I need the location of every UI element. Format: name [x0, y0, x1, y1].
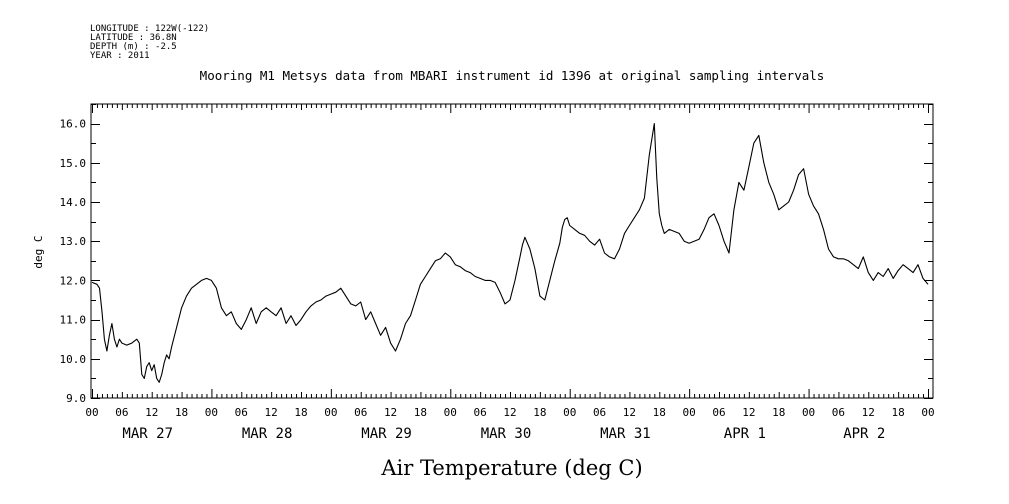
day-label: MAR 31: [600, 426, 651, 442]
x-tick-label: 18: [653, 406, 666, 419]
plot-frame: [90, 103, 934, 399]
x-tick-label: 00: [921, 406, 934, 419]
y-tick-label: 9.0: [66, 392, 86, 405]
day-label: MAR 27: [122, 426, 173, 442]
x-tick-label: 12: [623, 406, 636, 419]
day-label: MAR 30: [481, 426, 532, 442]
x-tick-label: 12: [862, 406, 875, 419]
y-axis-label: deg C: [32, 235, 45, 268]
x-tick-label: 18: [533, 406, 546, 419]
x-tick-label: 00: [444, 406, 457, 419]
day-label: MAR 28: [242, 426, 293, 442]
x-tick-label: 06: [593, 406, 606, 419]
y-tick-label: 13.0: [60, 235, 87, 248]
x-tick-label: 18: [414, 406, 427, 419]
meta-depth: DEPTH (m) : -2.5: [90, 42, 177, 52]
x-axis-label: Air Temperature (deg C): [380, 456, 642, 480]
day-label: MAR 29: [361, 426, 412, 442]
x-tick-labels: 00 06 12 18 00 06 12 18 00 06 12 18 00 06 12 18 00 06 12 18…: [85, 406, 934, 419]
x-tick-label: 12: [145, 406, 158, 419]
y-tick-labels: 9.0 10.0 11.0 12.0 13.0 14.0 15.0 16.0: [60, 118, 87, 405]
y-tick-label: 14.0: [60, 196, 87, 209]
day-labels: MAR 27 MAR 28 MAR 29 MAR 30 MAR 31 APR 1 APR 2: [122, 426, 885, 442]
x-tick-label: 06: [354, 406, 367, 419]
x-tick-label: 18: [892, 406, 905, 419]
y-tick-label: 10.0: [60, 353, 87, 366]
x-tick-label: 06: [235, 406, 248, 419]
y-tick-label: 16.0: [60, 118, 87, 131]
x-tick-label: 18: [772, 406, 785, 419]
x-tick-label: 00: [563, 406, 576, 419]
meta-latitude: LATITUDE : 36.8N: [90, 33, 177, 43]
y-tick-label: 12.0: [60, 274, 87, 287]
x-tick-label: 06: [832, 406, 845, 419]
axis-ticks: [91, 104, 933, 399]
x-tick-label: 18: [294, 406, 307, 419]
chart-title: Mooring M1 Metsys data from MBARI instru…: [200, 68, 825, 83]
x-tick-label: 00: [85, 406, 98, 419]
x-tick-label: 06: [474, 406, 487, 419]
x-tick-label: 00: [802, 406, 815, 419]
meta-year: YEAR : 2011: [90, 51, 150, 61]
y-tick-label: 11.0: [60, 314, 87, 327]
x-tick-label: 18: [175, 406, 188, 419]
y-tick-label: 15.0: [60, 157, 87, 170]
day-label: APR 2: [843, 426, 885, 442]
x-tick-label: 00: [324, 406, 337, 419]
x-tick-label: 00: [683, 406, 696, 419]
x-tick-label: 06: [115, 406, 128, 419]
x-tick-label: 12: [384, 406, 397, 419]
x-tick-label: 12: [503, 406, 516, 419]
x-tick-label: 06: [712, 406, 725, 419]
meta-longitude: LONGITUDE : 122W(-122): [90, 24, 209, 34]
x-tick-label: 12: [742, 406, 755, 419]
x-tick-label: 12: [265, 406, 278, 419]
x-tick-label: 00: [205, 406, 218, 419]
day-label: APR 1: [724, 426, 766, 442]
series-line-air-temperature: [91, 123, 929, 383]
